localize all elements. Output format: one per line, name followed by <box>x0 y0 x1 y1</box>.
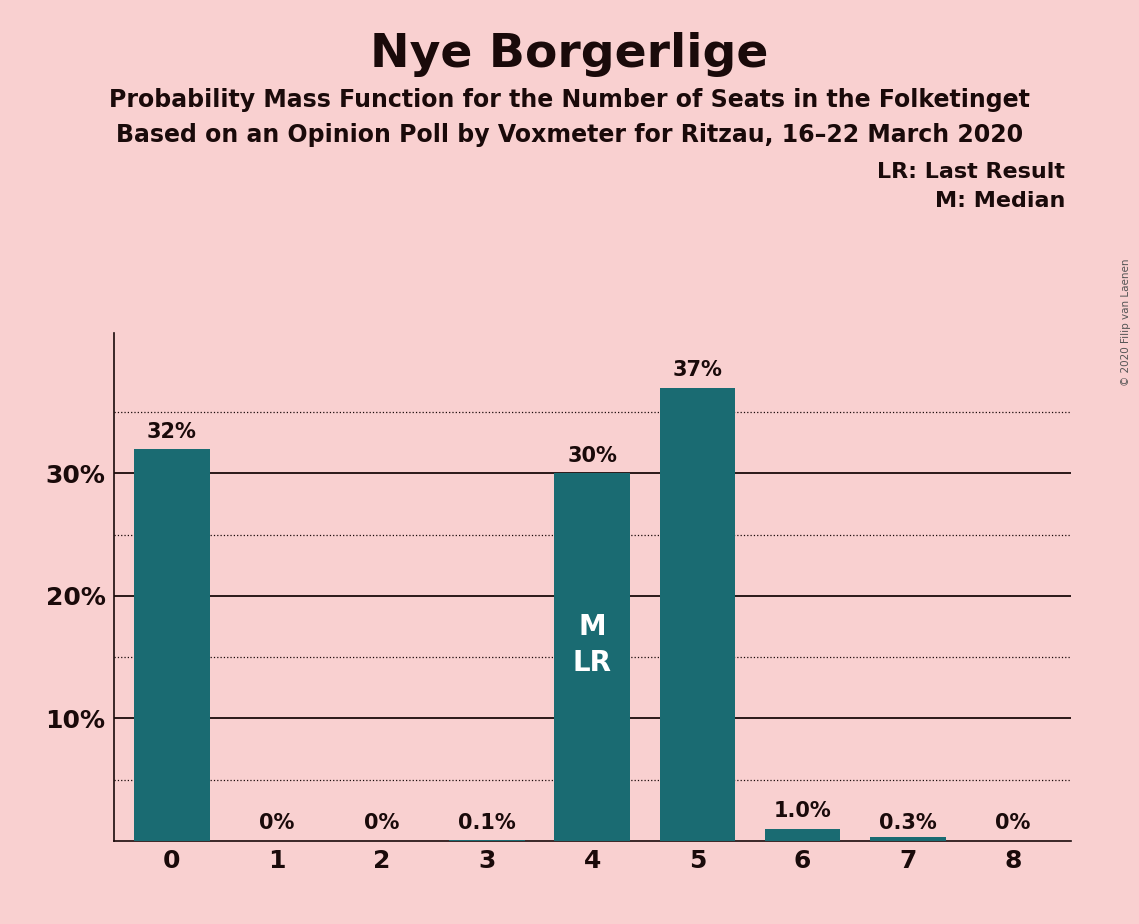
Text: 0%: 0% <box>364 813 400 833</box>
Text: LR: LR <box>573 650 612 677</box>
Text: 32%: 32% <box>147 421 197 442</box>
Text: Probability Mass Function for the Number of Seats in the Folketinget: Probability Mass Function for the Number… <box>109 88 1030 112</box>
Bar <box>870 837 945 841</box>
Text: © 2020 Filip van Laenen: © 2020 Filip van Laenen <box>1121 259 1131 386</box>
Text: M: Median: M: Median <box>935 191 1065 212</box>
Text: 37%: 37% <box>672 360 722 381</box>
Text: Nye Borgerlige: Nye Borgerlige <box>370 32 769 78</box>
Text: 0%: 0% <box>995 813 1031 833</box>
Bar <box>764 829 841 841</box>
Text: 0.1%: 0.1% <box>458 813 516 833</box>
Bar <box>659 388 736 841</box>
Text: 1.0%: 1.0% <box>773 801 831 821</box>
Text: 30%: 30% <box>567 446 617 466</box>
Text: Based on an Opinion Poll by Voxmeter for Ritzau, 16–22 March 2020: Based on an Opinion Poll by Voxmeter for… <box>116 123 1023 147</box>
Text: 0%: 0% <box>260 813 295 833</box>
Bar <box>134 449 210 841</box>
Bar <box>555 473 630 841</box>
Text: M: M <box>579 613 606 640</box>
Text: 0.3%: 0.3% <box>879 813 936 833</box>
Bar <box>449 840 525 841</box>
Text: LR: Last Result: LR: Last Result <box>877 162 1065 182</box>
